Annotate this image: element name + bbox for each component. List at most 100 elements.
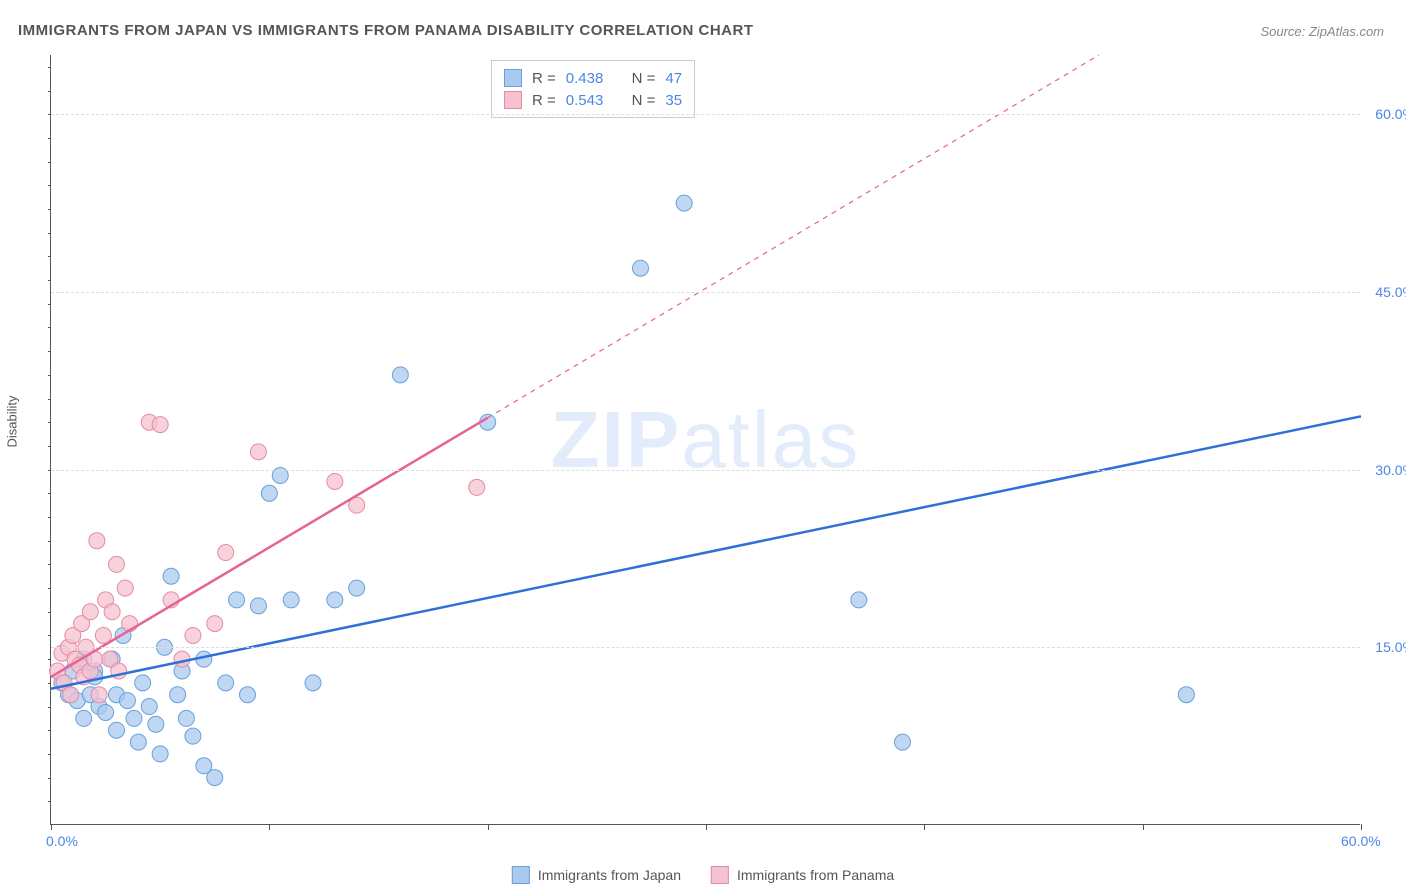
n-value: 47 bbox=[665, 70, 682, 87]
chart-plot-area: ZIPatlas R = 0.438 N = 47 R = 0.543 N = … bbox=[50, 55, 1360, 825]
y-minor-tick bbox=[48, 707, 51, 708]
scatter-point bbox=[229, 592, 245, 608]
scatter-point bbox=[207, 616, 223, 632]
y-minor-tick bbox=[48, 564, 51, 565]
y-minor-tick bbox=[48, 351, 51, 352]
x-tick bbox=[1143, 824, 1144, 830]
x-tick bbox=[51, 824, 52, 830]
y-minor-tick bbox=[48, 612, 51, 613]
legend-item: Immigrants from Panama bbox=[711, 866, 894, 884]
y-minor-tick bbox=[48, 470, 51, 471]
y-tick-label: 15.0% bbox=[1365, 639, 1406, 655]
y-axis-label: Disability bbox=[5, 395, 20, 447]
gridline bbox=[51, 470, 1360, 471]
y-minor-tick bbox=[48, 801, 51, 802]
scatter-point bbox=[76, 710, 92, 726]
r-value: 0.543 bbox=[566, 92, 604, 109]
scatter-point bbox=[117, 580, 133, 596]
y-minor-tick bbox=[48, 588, 51, 589]
scatter-point bbox=[185, 627, 201, 643]
stat-legend-row: R = 0.543 N = 35 bbox=[504, 89, 682, 111]
y-minor-tick bbox=[48, 683, 51, 684]
x-tick bbox=[269, 824, 270, 830]
source-label: Source: ZipAtlas.com bbox=[1260, 24, 1384, 39]
scatter-point bbox=[305, 675, 321, 691]
scatter-point bbox=[392, 367, 408, 383]
y-minor-tick bbox=[48, 138, 51, 139]
y-minor-tick bbox=[48, 185, 51, 186]
x-tick bbox=[706, 824, 707, 830]
scatter-point bbox=[207, 770, 223, 786]
scatter-point bbox=[148, 716, 164, 732]
scatter-point bbox=[327, 473, 343, 489]
legend-item: Immigrants from Japan bbox=[512, 866, 681, 884]
scatter-point bbox=[119, 693, 135, 709]
scatter-svg bbox=[51, 55, 1360, 824]
scatter-point bbox=[895, 734, 911, 750]
scatter-point bbox=[178, 710, 194, 726]
y-minor-tick bbox=[48, 517, 51, 518]
scatter-point bbox=[261, 485, 277, 501]
scatter-point bbox=[250, 598, 266, 614]
scatter-point bbox=[109, 722, 125, 738]
y-minor-tick bbox=[48, 91, 51, 92]
scatter-point bbox=[104, 604, 120, 620]
scatter-point bbox=[676, 195, 692, 211]
y-minor-tick bbox=[48, 209, 51, 210]
y-minor-tick bbox=[48, 778, 51, 779]
scatter-point bbox=[63, 687, 79, 703]
y-minor-tick bbox=[48, 162, 51, 163]
r-value: 0.438 bbox=[566, 70, 604, 87]
x-tick bbox=[1361, 824, 1362, 830]
scatter-point bbox=[89, 533, 105, 549]
chart-title: IMMIGRANTS FROM JAPAN VS IMMIGRANTS FROM… bbox=[18, 22, 753, 39]
scatter-point bbox=[327, 592, 343, 608]
y-minor-tick bbox=[48, 541, 51, 542]
y-minor-tick bbox=[48, 256, 51, 257]
gridline bbox=[51, 114, 1360, 115]
scatter-point bbox=[1178, 687, 1194, 703]
x-tick-label: 0.0% bbox=[46, 833, 78, 849]
legend-label: Immigrants from Japan bbox=[538, 867, 681, 883]
y-minor-tick bbox=[48, 67, 51, 68]
gridline bbox=[51, 292, 1360, 293]
n-value: 35 bbox=[665, 92, 682, 109]
scatter-point bbox=[126, 710, 142, 726]
y-minor-tick bbox=[48, 399, 51, 400]
legend-label: Immigrants from Panama bbox=[737, 867, 894, 883]
y-minor-tick bbox=[48, 114, 51, 115]
scatter-point bbox=[135, 675, 151, 691]
y-minor-tick bbox=[48, 375, 51, 376]
scatter-point bbox=[152, 746, 168, 762]
scatter-point bbox=[469, 479, 485, 495]
y-minor-tick bbox=[48, 327, 51, 328]
r-label: R = bbox=[532, 70, 556, 87]
legend-swatch bbox=[512, 866, 530, 884]
y-tick-label: 45.0% bbox=[1365, 284, 1406, 300]
scatter-point bbox=[218, 675, 234, 691]
y-minor-tick bbox=[48, 659, 51, 660]
y-minor-tick bbox=[48, 422, 51, 423]
y-minor-tick bbox=[48, 233, 51, 234]
x-tick bbox=[924, 824, 925, 830]
n-label: N = bbox=[632, 92, 656, 109]
y-minor-tick bbox=[48, 280, 51, 281]
legend-swatch bbox=[504, 69, 522, 87]
stat-legend-row: R = 0.438 N = 47 bbox=[504, 67, 682, 89]
scatter-point bbox=[130, 734, 146, 750]
y-minor-tick bbox=[48, 446, 51, 447]
scatter-point bbox=[633, 260, 649, 276]
scatter-point bbox=[349, 580, 365, 596]
scatter-point bbox=[109, 556, 125, 572]
scatter-point bbox=[185, 728, 201, 744]
y-tick-label: 60.0% bbox=[1365, 106, 1406, 122]
scatter-point bbox=[218, 545, 234, 561]
scatter-point bbox=[91, 687, 107, 703]
scatter-point bbox=[851, 592, 867, 608]
legend-swatch bbox=[504, 91, 522, 109]
n-label: N = bbox=[632, 70, 656, 87]
scatter-point bbox=[152, 417, 168, 433]
scatter-point bbox=[82, 604, 98, 620]
scatter-point bbox=[170, 687, 186, 703]
bottom-legend: Immigrants from Japan Immigrants from Pa… bbox=[512, 866, 894, 884]
